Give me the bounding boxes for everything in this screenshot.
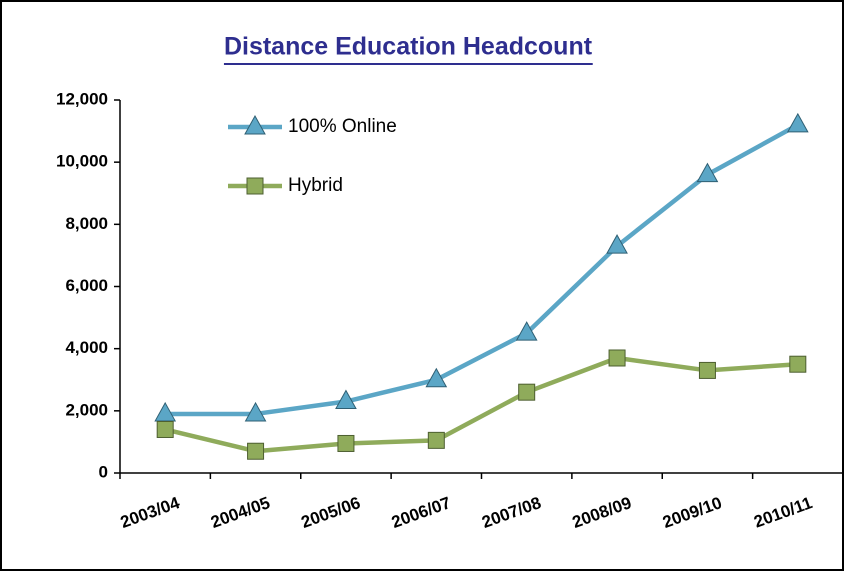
data-point (154, 401, 177, 422)
y-tick-label: 6,000 (65, 276, 108, 295)
data-point (789, 355, 807, 373)
legend-marker (246, 177, 264, 195)
data-point (244, 401, 267, 422)
data-point (696, 162, 719, 183)
data-point (608, 349, 626, 367)
data-point (515, 321, 538, 341)
data-point (518, 383, 536, 401)
data-point (156, 420, 174, 438)
data-point (425, 367, 448, 388)
legend-label: 100% Online (288, 116, 397, 137)
chart-title: Distance Education Headcount (224, 33, 593, 61)
y-tick-label: 2,000 (65, 400, 108, 419)
y-tick-label: 8,000 (65, 214, 108, 233)
y-tick-label: 0 (99, 462, 108, 481)
series-line (164, 355, 798, 454)
legend-marker (244, 114, 266, 135)
data-point (786, 112, 809, 133)
data-point (335, 389, 357, 410)
y-tick-label: 4,000 (65, 338, 108, 357)
legend-label: Hybrid (288, 175, 343, 196)
data-point (698, 361, 716, 379)
data-point (337, 434, 355, 452)
series-line (165, 122, 799, 417)
data-point (606, 234, 628, 254)
data-point (247, 442, 265, 460)
data-point (427, 431, 445, 449)
y-tick-label: 12,000 (56, 89, 108, 108)
y-tick-label: 10,000 (56, 152, 108, 171)
